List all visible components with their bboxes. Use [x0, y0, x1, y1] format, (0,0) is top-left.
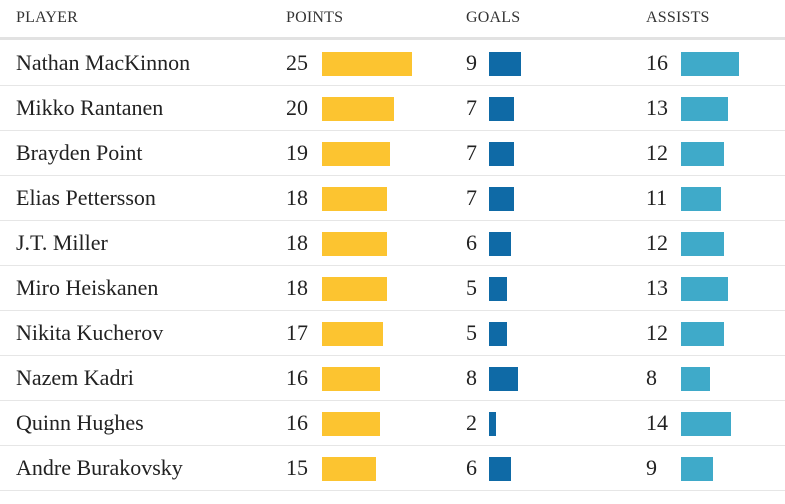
points-bar-miro-heiskanen	[322, 277, 387, 301]
goals-value: 2	[466, 410, 477, 435]
assists-bar-andre-burakovsky	[681, 457, 713, 481]
player-name: Nathan MacKinnon	[16, 50, 191, 75]
player-name: Nikita Kucherov	[16, 320, 164, 345]
goals-bar-miro-heiskanen	[489, 277, 507, 301]
goals-value: 7	[466, 185, 477, 210]
assists-bar-nathan-mackinnon	[681, 52, 739, 76]
points-bar-nathan-mackinnon	[322, 52, 412, 76]
assists-value: 12	[646, 140, 668, 165]
player-name: Brayden Point	[16, 140, 143, 165]
player-name: J.T. Miller	[16, 230, 108, 255]
points-value: 20	[286, 95, 308, 120]
header-assists[interactable]: ASSISTS	[646, 9, 710, 26]
player-name: Elias Pettersson	[16, 185, 156, 210]
player-name: Andre Burakovsky	[16, 455, 183, 480]
points-value: 18	[286, 230, 308, 255]
assists-bar-miro-heiskanen	[681, 277, 728, 301]
table-row: Miro Heiskanen 18 5 13	[0, 266, 785, 311]
assists-bar-nazem-kadri	[681, 367, 710, 391]
assists-value: 13	[646, 275, 668, 300]
points-bar-elias-pettersson	[322, 187, 387, 211]
table-row: Elias Pettersson 18 7 11	[0, 176, 785, 221]
points-value: 17	[286, 320, 308, 345]
table-row: J.T. Miller 18 6 12	[0, 221, 785, 266]
goals-value: 6	[466, 230, 477, 255]
assists-value: 16	[646, 50, 668, 75]
goals-value: 6	[466, 455, 477, 480]
table-row: Brayden Point 19 7 12	[0, 131, 785, 176]
points-bar-quinn-hughes	[322, 412, 380, 436]
points-bar-nikita-kucherov	[322, 322, 383, 346]
table-row: Nazem Kadri 16 8 8	[0, 356, 785, 401]
goals-value: 7	[466, 140, 477, 165]
goals-bar-quinn-hughes	[489, 412, 496, 436]
table-header: PLAYER POINTS GOALS ASSISTS	[0, 0, 785, 40]
goals-bar-nazem-kadri	[489, 367, 518, 391]
goals-bar-nathan-mackinnon	[489, 52, 521, 76]
table-row: Andre Burakovsky 15 6 9	[0, 446, 785, 491]
assists-value: 11	[646, 185, 668, 210]
assists-bar-quinn-hughes	[681, 412, 731, 436]
table-row: Nikita Kucherov 17 5 12	[0, 311, 785, 356]
assists-bar-brayden-point	[681, 142, 724, 166]
assists-value: 12	[646, 320, 668, 345]
player-name: Mikko Rantanen	[16, 95, 164, 120]
assists-value: 8	[646, 365, 657, 390]
header-player[interactable]: PLAYER	[16, 9, 78, 26]
goals-bar-brayden-point	[489, 142, 514, 166]
assists-value: 13	[646, 95, 668, 120]
assists-value: 9	[646, 455, 657, 480]
goals-value: 5	[466, 320, 477, 345]
goals-value: 8	[466, 365, 477, 390]
points-value: 18	[286, 275, 308, 300]
points-bar-j-t-miller	[322, 232, 387, 256]
header-points[interactable]: POINTS	[286, 9, 344, 26]
player-name: Nazem Kadri	[16, 365, 134, 390]
assists-bar-mikko-rantanen	[681, 97, 728, 121]
assists-bar-nikita-kucherov	[681, 322, 724, 346]
points-bar-mikko-rantanen	[322, 97, 394, 121]
points-bar-nazem-kadri	[322, 367, 380, 391]
assists-bar-elias-pettersson	[681, 187, 721, 211]
points-value: 15	[286, 455, 308, 480]
assists-value: 12	[646, 230, 668, 255]
assists-value: 14	[646, 410, 668, 435]
points-bar-andre-burakovsky	[322, 457, 376, 481]
player-name: Miro Heiskanen	[16, 275, 159, 300]
points-value: 16	[286, 365, 308, 390]
goals-bar-nikita-kucherov	[489, 322, 507, 346]
goals-value: 7	[466, 95, 477, 120]
goals-bar-j-t-miller	[489, 232, 511, 256]
goals-bar-mikko-rantanen	[489, 97, 514, 121]
points-value: 18	[286, 185, 308, 210]
goals-value: 9	[466, 50, 477, 75]
goals-bar-andre-burakovsky	[489, 457, 511, 481]
table-row: Nathan MacKinnon 25 9 16	[0, 41, 785, 86]
assists-bar-j-t-miller	[681, 232, 724, 256]
points-value: 19	[286, 140, 308, 165]
table-row: Mikko Rantanen 20 7 13	[0, 86, 785, 131]
goals-bar-elias-pettersson	[489, 187, 514, 211]
points-value: 25	[286, 50, 308, 75]
header-goals[interactable]: GOALS	[466, 9, 521, 26]
points-value: 16	[286, 410, 308, 435]
player-name: Quinn Hughes	[16, 410, 144, 435]
goals-value: 5	[466, 275, 477, 300]
table-row: Quinn Hughes 16 2 14	[0, 401, 785, 446]
points-bar-brayden-point	[322, 142, 390, 166]
